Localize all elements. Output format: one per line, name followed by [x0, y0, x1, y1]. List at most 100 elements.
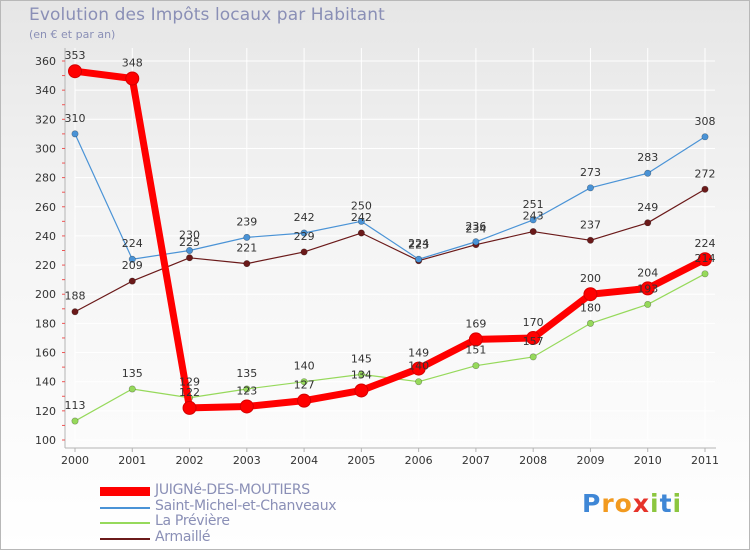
y-tick-label-160: 160: [35, 347, 56, 360]
data-point-Armaillé-2009: [586, 236, 594, 244]
data-label-Armaillé-2010: 249: [637, 201, 658, 214]
y-tick-label-120: 120: [35, 405, 56, 418]
x-tick-label-2007: 2007: [462, 454, 490, 467]
data-label-JUIGNé-DES-MOUTIERS-2005: 134: [351, 368, 372, 381]
y-tick-label-260: 260: [35, 201, 56, 214]
data-label-Armaillé-2000: 188: [65, 290, 86, 303]
x-tick-label-2009: 2009: [576, 454, 604, 467]
proxiti-logo: Proxiti: [582, 489, 682, 518]
x-tick-label-2004: 2004: [290, 454, 318, 467]
logo-letter: i: [672, 489, 683, 518]
x-tick-label-2005: 2005: [347, 454, 375, 467]
y-tick-label-280: 280: [35, 172, 56, 185]
data-label-Armaillé-2005: 242: [351, 211, 372, 224]
chart-title: Evolution des Impôts locaux par Habitant: [29, 5, 385, 25]
logo-letter: t: [659, 489, 673, 518]
y-tick-label-340: 340: [35, 84, 56, 97]
x-tick-label-2010: 2010: [634, 454, 662, 467]
data-point-La Prévière-2001: [128, 385, 136, 393]
data-label-La Prévière-2006: 140: [408, 360, 429, 373]
legend-label: Saint-Michel-et-Chanveaux: [155, 497, 337, 514]
data-label-JUIGNé-DES-MOUTIERS-2002: 122: [179, 386, 200, 399]
logo-letter: r: [601, 489, 615, 518]
data-point-JUIGNé-DES-MOUTIERS-2002: [182, 400, 197, 415]
data-point-La Prévière-2008: [529, 353, 537, 361]
data-point-Saint-Michel-et-Chanveaux-2002: [186, 247, 194, 255]
logo-letter: o: [614, 489, 633, 518]
y-tick-label-240: 240: [35, 230, 56, 243]
data-label-La Prévière-2005: 145: [351, 352, 372, 365]
data-label-JUIGNé-DES-MOUTIERS-2000: 353: [65, 49, 86, 62]
data-point-La Prévière-2005: [357, 370, 365, 378]
data-label-Saint-Michel-et-Chanveaux-2010: 283: [637, 151, 658, 164]
data-point-Saint-Michel-et-Chanveaux-2007: [472, 238, 480, 246]
y-tick-label-180: 180: [35, 317, 56, 330]
data-point-La Prévière-2011: [701, 270, 709, 278]
data-label-Armaillé-2001: 209: [122, 259, 143, 272]
data-label-La Prévière-2002: 129: [179, 376, 200, 389]
data-label-Saint-Michel-et-Chanveaux-2002: 230: [179, 229, 200, 242]
data-point-Armaillé-2011: [701, 185, 709, 193]
data-point-Armaillé-2000: [71, 308, 79, 316]
data-point-La Prévière-2006: [415, 378, 423, 386]
data-label-JUIGNé-DES-MOUTIERS-2003: 123: [236, 384, 257, 397]
data-point-Saint-Michel-et-Chanveaux-2010: [644, 169, 652, 177]
data-label-La Prévière-2009: 180: [580, 301, 601, 314]
data-point-La Prévière-2007: [472, 362, 480, 370]
x-tick-label-2003: 2003: [233, 454, 261, 467]
legend-swatch: [100, 537, 150, 540]
x-tick-label-2000: 2000: [61, 454, 89, 467]
data-point-La Prévière-2010: [644, 300, 652, 308]
data-label-Saint-Michel-et-Chanveaux-2011: 308: [695, 115, 716, 128]
data-point-Saint-Michel-et-Chanveaux-2008: [529, 216, 537, 224]
logo-letter: i: [650, 489, 660, 518]
data-point-La Prévière-2004: [300, 378, 308, 386]
data-label-JUIGNé-DES-MOUTIERS-2004: 127: [294, 379, 315, 392]
data-label-Armaillé-2008: 243: [523, 210, 544, 223]
data-point-JUIGNé-DES-MOUTIERS-2010: [640, 281, 655, 296]
data-label-Saint-Michel-et-Chanveaux-2008: 251: [523, 198, 544, 211]
legend-swatch: [100, 506, 150, 509]
data-label-La Prévière-2003: 135: [236, 367, 257, 380]
y-tick-label-100: 100: [35, 434, 56, 447]
y-tick-label-220: 220: [35, 259, 56, 272]
y-tick-label-140: 140: [35, 376, 56, 389]
data-label-Saint-Michel-et-Chanveaux-2009: 273: [580, 166, 601, 179]
data-point-JUIGNé-DES-MOUTIERS-2003: [239, 399, 254, 414]
data-label-Armaillé-2009: 237: [580, 218, 601, 231]
data-label-JUIGNé-DES-MOUTIERS-2011: 224: [695, 237, 716, 250]
y-tick-label-300: 300: [35, 142, 56, 155]
data-label-JUIGNé-DES-MOUTIERS-2007: 169: [465, 317, 486, 330]
data-label-JUIGNé-DES-MOUTIERS-2009: 200: [580, 272, 601, 285]
data-label-Saint-Michel-et-Chanveaux-2003: 239: [236, 215, 257, 228]
data-point-Saint-Michel-et-Chanveaux-2001: [128, 255, 136, 263]
data-point-JUIGNé-DES-MOUTIERS-2005: [354, 383, 369, 398]
x-tick-label-2001: 2001: [118, 454, 146, 467]
data-point-Saint-Michel-et-Chanveaux-2005: [357, 217, 365, 225]
data-label-La Prévière-2008: 157: [523, 335, 544, 348]
data-label-La Prévière-2000: 113: [65, 399, 86, 412]
data-point-JUIGNé-DES-MOUTIERS-2011: [698, 252, 712, 267]
data-point-JUIGNé-DES-MOUTIERS-2006: [411, 361, 426, 376]
data-point-Armaillé-2001: [128, 277, 136, 285]
legend-label: La Prévière: [155, 513, 230, 529]
data-label-JUIGNé-DES-MOUTIERS-2001: 348: [122, 56, 143, 69]
data-label-La Prévière-2007: 151: [465, 344, 486, 357]
data-point-Saint-Michel-et-Chanveaux-2000: [71, 130, 79, 138]
data-label-Saint-Michel-et-Chanveaux-2001: 224: [122, 237, 143, 250]
data-label-Saint-Michel-et-Chanveaux-2005: 250: [351, 199, 372, 212]
data-point-Saint-Michel-et-Chanveaux-2011: [701, 133, 709, 141]
series-line-Armaillé: [74, 188, 706, 313]
data-label-JUIGNé-DES-MOUTIERS-2008: 170: [523, 316, 544, 329]
data-label-JUIGNé-DES-MOUTIERS-2006: 149: [408, 347, 429, 360]
legend-swatch: [100, 522, 150, 524]
data-point-La Prévière-2000: [71, 417, 79, 425]
data-label-La Prévière-2011: 214: [695, 252, 716, 265]
data-label-Armaillé-2004: 229: [294, 230, 315, 243]
data-point-Armaillé-2002: [186, 254, 194, 262]
data-point-Armaillé-2010: [644, 219, 652, 227]
data-point-JUIGNé-DES-MOUTIERS-2008: [526, 330, 541, 345]
data-label-La Prévière-2004: 140: [294, 360, 315, 373]
y-tick-label-320: 320: [35, 113, 56, 126]
data-label-Armaillé-2011: 272: [695, 167, 716, 180]
